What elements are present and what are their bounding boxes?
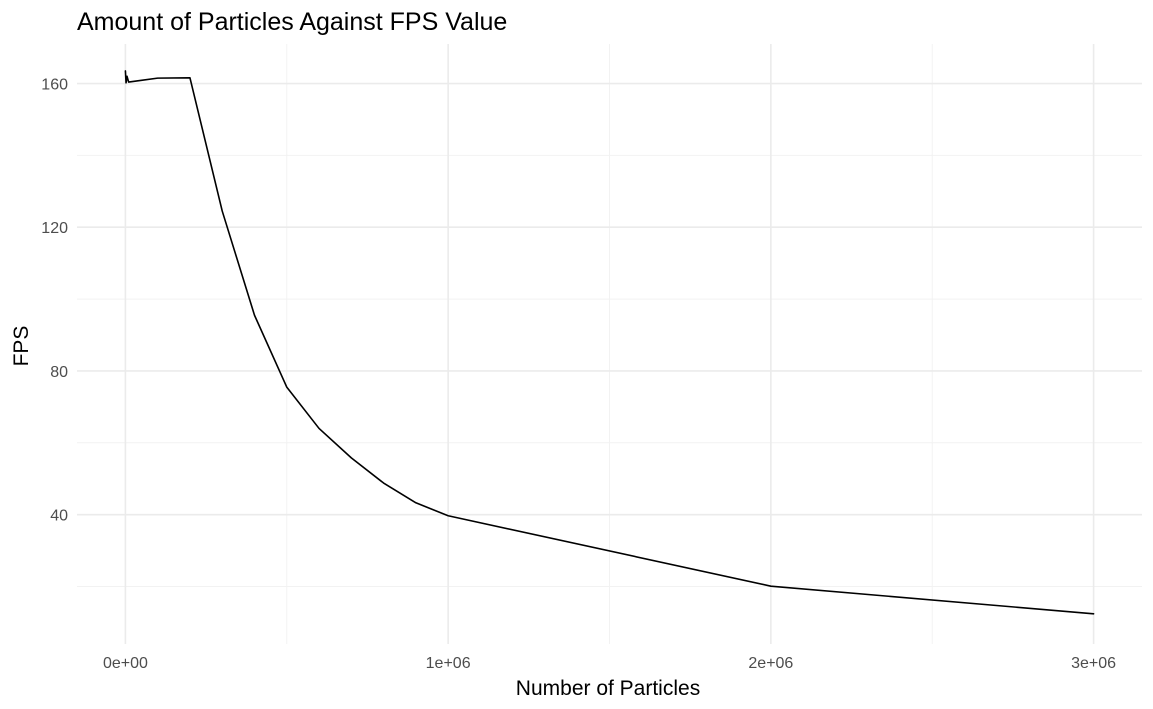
chart-title: Amount of Particles Against FPS Value: [77, 8, 507, 36]
y-tick-label: 80: [50, 364, 68, 381]
y-tick-label: 160: [41, 77, 68, 94]
x-tick-label: 0e+00: [103, 655, 148, 672]
x-axis-tick-labels: 0e+00 1e+06 2e+06 3e+06: [103, 655, 1116, 672]
y-tick-label: 40: [50, 508, 68, 525]
x-tick-label: 1e+06: [426, 655, 471, 672]
x-axis-label: Number of Particles: [516, 677, 700, 700]
x-tick-label: 3e+06: [1071, 655, 1116, 672]
grid-minor-lines: [77, 44, 1142, 644]
y-tick-label: 120: [41, 220, 68, 237]
series-line: [124, 70, 1095, 615]
y-axis-label: FPS: [10, 326, 33, 367]
x-tick-label: 2e+06: [748, 655, 793, 672]
series-layer: [124, 70, 1095, 615]
grid-major-lines: [77, 44, 1142, 644]
y-axis-tick-labels: 40 80 120 160: [41, 77, 68, 525]
